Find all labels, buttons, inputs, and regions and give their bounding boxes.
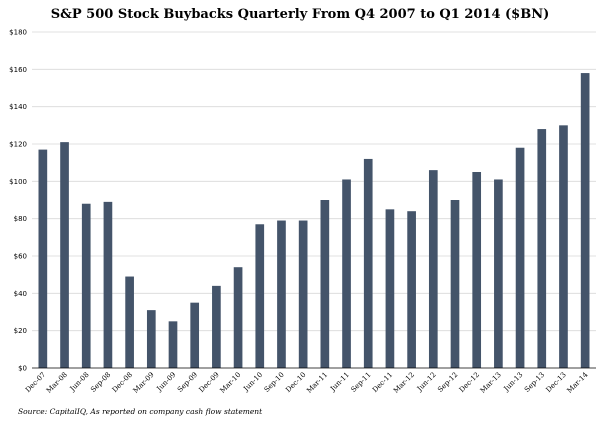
- bar-mar-11: [320, 200, 330, 368]
- source-note: Source: CapitalIQ, As reported on compan…: [18, 407, 263, 416]
- y-tick-label: $40: [14, 290, 27, 298]
- x-tick-label: Jun-11: [328, 371, 351, 394]
- bar-dec-11: [385, 209, 395, 368]
- bar-dec-12: [472, 172, 482, 368]
- y-tick-label: $20: [14, 327, 27, 335]
- x-tick-label: Mar-12: [392, 371, 416, 395]
- y-tick-label: $160: [9, 66, 27, 74]
- y-tick-label: $140: [9, 103, 27, 111]
- bar-jun-11: [342, 179, 351, 368]
- bar-dec-13: [559, 125, 568, 368]
- bar-mar-12: [407, 211, 416, 368]
- bars: [38, 73, 590, 369]
- x-tick-label: Sep-09: [176, 371, 199, 394]
- chart-title: S&P 500 Stock Buybacks Quarterly From Q4…: [51, 7, 550, 22]
- bar-dec-07: [38, 149, 48, 368]
- bar-jun-09: [168, 321, 178, 368]
- x-tick-label: Jun-09: [155, 371, 178, 394]
- bar-jun-08: [81, 203, 91, 368]
- bar-dec-09: [212, 285, 221, 368]
- x-tick-label: Dec-10: [284, 371, 307, 394]
- x-tick-label: Sep-11: [350, 371, 373, 394]
- x-tick-label: Mar-08: [45, 371, 69, 395]
- bar-sep-12: [450, 200, 460, 368]
- x-tick-label: Sep-08: [89, 371, 112, 394]
- x-tick-label: Jun-13: [502, 371, 525, 394]
- bar-jun-10: [255, 224, 265, 368]
- x-tick-label: Sep-10: [263, 371, 286, 394]
- bar-mar-09: [146, 310, 156, 368]
- bar-sep-11: [363, 158, 373, 368]
- x-tick-label: Dec-11: [371, 371, 394, 394]
- x-tick-label: Dec-09: [197, 371, 220, 394]
- x-tick-label: Mar-10: [218, 371, 242, 395]
- bar-sep-09: [190, 302, 200, 368]
- x-tick-label: Dec-07: [24, 371, 47, 394]
- bar-sep-08: [103, 201, 113, 368]
- x-tick-label: Dec-13: [545, 371, 568, 394]
- x-tick-label: Mar-14: [566, 370, 590, 394]
- x-tick-label: Jun-08: [68, 371, 91, 394]
- x-tick-label: Mar-13: [479, 371, 503, 395]
- x-tick-label: Jun-10: [241, 371, 264, 394]
- bar-mar-08: [60, 142, 69, 368]
- x-tick-label: Dec-12: [458, 371, 481, 394]
- y-axis-tick-labels: $0 $20 $40 $60 $80 $100 $120 $140 $160 $180: [9, 29, 27, 373]
- bar-jun-13: [515, 147, 525, 368]
- y-tick-label: $0: [18, 365, 27, 373]
- x-tick-label: Sep-12: [436, 371, 459, 394]
- x-tick-label: Mar-09: [132, 371, 156, 395]
- y-tick-label: $60: [14, 253, 27, 261]
- bar-sep-10: [277, 220, 286, 368]
- y-tick-label: $100: [9, 178, 27, 186]
- gridlines: [32, 31, 596, 332]
- y-tick-label: $180: [9, 29, 27, 37]
- bar-jun-12: [428, 170, 438, 368]
- x-tick-label: Sep-13: [523, 371, 546, 394]
- bar-dec-08: [125, 276, 134, 368]
- x-tick-label: Dec-08: [111, 371, 134, 394]
- bar-sep-13: [537, 129, 547, 368]
- x-tick-label: Mar-11: [305, 371, 329, 395]
- bar-mar-14: [580, 73, 590, 369]
- bar-dec-10: [298, 220, 308, 368]
- x-tick-label: Jun-12: [415, 371, 438, 394]
- bar-mar-10: [233, 267, 243, 368]
- y-tick-label: $120: [9, 141, 27, 149]
- y-tick-label: $80: [14, 215, 27, 223]
- bar-mar-13: [494, 179, 503, 368]
